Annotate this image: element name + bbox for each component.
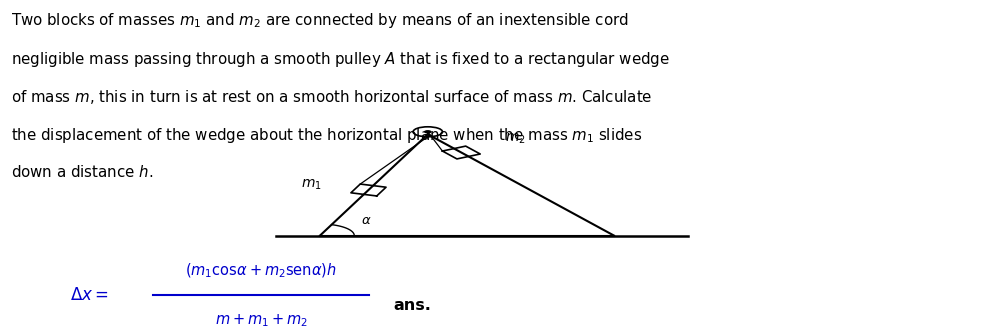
Text: negligible mass passing through a smooth pulley $A$ that is fixed to a rectangul: negligible mass passing through a smooth… xyxy=(11,50,670,69)
Text: $m+m_1+m_2$: $m+m_1+m_2$ xyxy=(214,312,308,329)
Circle shape xyxy=(425,131,431,133)
Text: ans.: ans. xyxy=(393,298,432,313)
Text: down a distance $h$.: down a distance $h$. xyxy=(11,164,153,180)
Text: $\alpha$: $\alpha$ xyxy=(361,214,372,227)
Text: $\Delta x =$: $\Delta x =$ xyxy=(70,286,108,305)
Text: the displacement of the wedge about the horizontal plane when the mass $m_1$ sli: the displacement of the wedge about the … xyxy=(11,126,642,145)
Text: of mass $m$, this in turn is at rest on a smooth horizontal surface of mass $m$.: of mass $m$, this in turn is at rest on … xyxy=(11,88,653,106)
Text: Two blocks of masses $m_1$ and $m_2$ are connected by means of an inextensible c: Two blocks of masses $m_1$ and $m_2$ are… xyxy=(11,11,629,30)
Text: $m_1$: $m_1$ xyxy=(301,178,321,192)
Text: $(m_1\mathrm{cos}\alpha+m_2\mathrm{sen}\alpha)h$: $(m_1\mathrm{cos}\alpha+m_2\mathrm{sen}\… xyxy=(185,261,337,280)
Text: $m_2$: $m_2$ xyxy=(505,132,526,146)
